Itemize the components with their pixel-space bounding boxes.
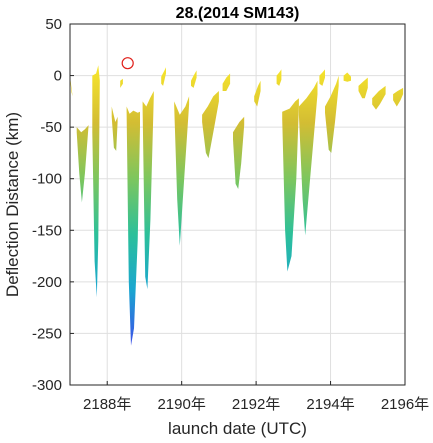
x-axis-ticks: 2188年 2190年 2192年 2194年 2196年 [83,381,429,413]
y-tick-label: -100 [32,171,62,188]
deflection-region [111,106,118,151]
y-tick-label: 50 [45,16,62,33]
deflection-region [120,78,123,88]
deflection-region [325,75,339,153]
x-tick-label: 2196年 [381,396,429,413]
deflection-region [358,77,368,99]
deflection-region [372,85,386,110]
deflection-region [142,91,154,290]
plot-area [70,24,405,385]
x-tick-label: 2190年 [157,396,205,413]
y-tick-label: -150 [32,222,62,239]
chart-title: 28.(2014 SM143) [176,5,300,22]
x-tick-label: 2194年 [306,396,354,413]
plot-frame [69,23,406,386]
deflection-region [70,76,73,97]
deflection-region [222,73,231,91]
deflection-region [282,98,299,272]
deflection-region [161,67,166,86]
deflection-region [191,70,197,88]
y-tick-label: -200 [32,274,62,291]
data-regions [70,65,404,346]
deflection-region [76,125,89,203]
deflection-region [174,96,190,246]
x-tick-label: 2188年 [83,396,131,413]
x-tick-label: 2192年 [232,396,280,413]
optimal-point-marker [121,57,134,70]
deflection-region [126,106,140,346]
y-tick-label: -50 [40,119,62,136]
deflection-region [254,80,261,107]
x-axis-label: launch date (UTC) [168,419,307,438]
deflection-region [343,72,351,82]
deflection-region [393,87,404,107]
y-axis-label: Deflection Distance (km) [3,112,22,297]
marker-layer [121,57,134,70]
deflection-region [202,91,219,159]
y-tick-label: -250 [32,325,62,342]
deflection-region [276,69,282,86]
deflection-region [92,65,100,298]
deflection-region [298,80,318,236]
y-tick-label: 0 [54,68,62,85]
deflection-region [233,116,245,189]
y-axis-ticks: 50 0 -50 -100 -150 -200 -250 -300 [32,16,74,394]
y-tick-label: -300 [32,377,62,394]
deflection-region [319,69,325,86]
